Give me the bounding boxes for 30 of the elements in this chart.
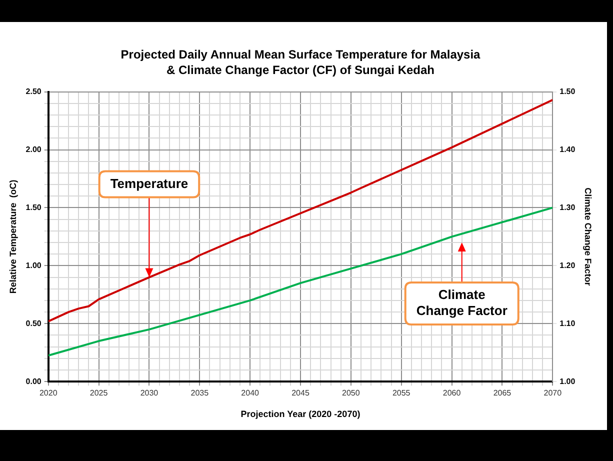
y2-tick-label: 1.50 [560, 87, 576, 96]
x-tick-label: 2065 [493, 388, 512, 398]
x-axis-title: Projection Year (2020 -2070) [240, 409, 360, 420]
y-tick-label: 0.00 [26, 376, 42, 386]
x-tick-label: 2070 [544, 388, 562, 398]
y-tick-label: 0.50 [26, 318, 42, 328]
y2-tick-label: 1.20 [560, 260, 576, 270]
x-tick-label: 2030 [140, 388, 159, 398]
y-tick-label: 2.50 [26, 87, 42, 96]
x-tick-label: 2025 [90, 388, 108, 398]
x-tick-label: 2035 [190, 388, 210, 398]
chart-subtitle: & Climate Change Factor (CF) of Sungai Kedah [166, 62, 435, 77]
x-tick-label: 2045 [292, 388, 310, 398]
y-tick-label: 1.00 [26, 260, 42, 270]
y-axis-title: Relative Temperature (oC) [8, 180, 18, 294]
y-tick-label: 1.50 [26, 202, 42, 212]
y2-tick-label: 1.40 [560, 144, 576, 154]
x-tick-label: 2060 [442, 388, 462, 398]
annotation: Climate Change Factor [416, 287, 508, 318]
y2-tick-label: 1.10 [560, 318, 576, 328]
y-tick-label: 2.00 [26, 144, 42, 154]
x-tick-label: 2040 [241, 388, 260, 398]
chart-title: Projected Daily Annual Mean Surface Temperature for Malaysia [120, 48, 481, 62]
x-tick-label: 2050 [342, 388, 360, 398]
x-tick-label: 2020 [39, 388, 58, 398]
y2-tick-label: 1.30 [560, 202, 576, 212]
x-tick-label: 2055 [392, 388, 411, 398]
y2-tick-label: 1.00 [560, 376, 576, 386]
annotation: Temperature [110, 176, 188, 191]
y2-axis-title: Climate Change Factor [583, 188, 594, 286]
